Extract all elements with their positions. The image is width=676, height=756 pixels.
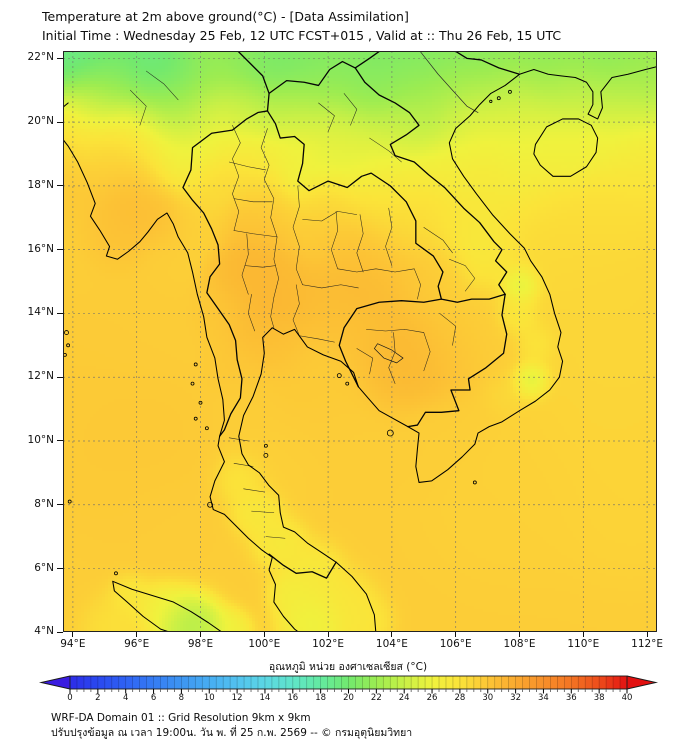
colorbar-tick-label: 36 <box>565 693 577 703</box>
lat-tick-label: 14°N <box>27 306 54 319</box>
colorbar-tick-label: 18 <box>315 693 327 703</box>
lat-tick-label: 6°N <box>34 561 54 574</box>
footer-update-info: ปรับปรุงข้อมูล ณ เวลา 19:00น. วัน พ. ที่… <box>51 727 413 739</box>
lat-tick-label: 20°N <box>27 115 54 128</box>
lat-tick-mark <box>57 440 63 442</box>
page-subtitle: Initial Time : Wednesday 25 Feb, 12 UTC … <box>42 28 562 43</box>
colorbar-tick-label: 32 <box>510 693 521 703</box>
lon-tick-mark <box>72 632 74 637</box>
lon-tick-mark <box>136 632 138 637</box>
lat-tick-mark <box>57 631 63 633</box>
lon-tick-label: 102°E <box>312 638 345 650</box>
lat-tick-label: 8°N <box>34 497 54 510</box>
lat-tick-label: 18°N <box>27 178 54 191</box>
lon-tick-label: 100°E <box>248 638 281 650</box>
lat-tick-mark <box>57 376 63 378</box>
lon-tick-mark <box>582 632 584 637</box>
lat-tick-mark <box>57 312 63 314</box>
colorbar-tick-label: 16 <box>287 693 299 703</box>
lon-tick-mark <box>199 632 201 637</box>
colorbar-canvas <box>36 673 660 694</box>
colorbar-tick-label: 14 <box>259 693 271 703</box>
colorbar-tick-label: 38 <box>593 693 605 703</box>
colorbar-tick-label: 34 <box>538 693 549 703</box>
lon-tick-label: 94°E <box>60 638 86 650</box>
lon-tick-label: 98°E <box>187 638 214 650</box>
colorbar-tick-label: 30 <box>482 693 494 703</box>
footer-domain-info: WRF-DA Domain 01 :: Grid Resolution 9km … <box>51 712 311 724</box>
lon-tick-mark <box>646 632 648 637</box>
colorbar-tick-label: 12 <box>231 693 243 703</box>
colorbar-tick-label: 8 <box>178 693 185 703</box>
lon-tick-label: 108°E <box>503 638 536 650</box>
lat-tick-mark <box>57 504 63 506</box>
colorbar-tick-label: 2 <box>95 693 101 703</box>
lat-tick-mark <box>57 57 63 59</box>
colorbar-title: อุณหภูมิ หน่วย องศาเซลเซียส (°C) <box>268 661 428 673</box>
lon-tick-mark <box>327 632 329 637</box>
lat-tick-label: 12°N <box>27 370 54 383</box>
colorbar-tick-label: 6 <box>150 693 157 703</box>
lon-tick-label: 96°E <box>124 638 150 650</box>
lon-tick-label: 104°E <box>375 638 408 650</box>
lon-tick-label: 110°E <box>567 638 600 650</box>
lat-tick-label: 16°N <box>27 242 54 255</box>
colorbar-tick-label: 20 <box>343 693 354 703</box>
colorbar-tick-label: 40 <box>621 693 633 703</box>
title-block: Temperature at 2m above ground(°C) - [Da… <box>42 7 561 45</box>
colorbar-tick-label: 28 <box>454 693 466 703</box>
lon-tick-mark <box>391 632 393 637</box>
lat-tick-mark <box>57 121 63 123</box>
lon-tick-mark <box>519 632 520 637</box>
lat-tick-mark <box>57 249 63 251</box>
lat-tick-label: 22°N <box>27 51 54 64</box>
colorbar-tick-label: 24 <box>398 693 410 703</box>
lon-tick-label: 106°E <box>439 638 472 650</box>
lon-tick-mark <box>263 632 265 637</box>
lat-tick-mark <box>57 568 63 570</box>
footer-block: WRF-DA Domain 01 :: Grid Resolution 9km … <box>51 711 412 741</box>
temperature-map-canvas <box>63 51 657 632</box>
lat-tick-label: 4°N <box>34 625 54 638</box>
colorbar-tick-label: 10 <box>203 693 215 703</box>
colorbar-tick-label: 0 <box>67 693 73 703</box>
colorbar-tick-label: 22 <box>370 693 382 703</box>
colorbar-tick-label: 4 <box>122 693 129 703</box>
colorbar-tick-label: 26 <box>426 693 438 703</box>
page-title: Temperature at 2m above ground(°C) - [Da… <box>42 9 409 24</box>
lat-tick-mark <box>57 185 63 187</box>
lon-tick-label: 112°E <box>631 638 664 650</box>
lon-tick-mark <box>455 632 457 637</box>
lat-tick-label: 10°N <box>27 433 54 446</box>
